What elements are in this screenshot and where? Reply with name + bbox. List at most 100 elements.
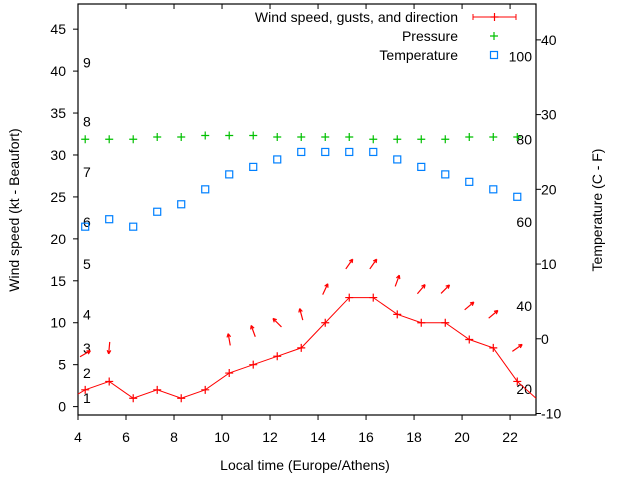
plot-frame xyxy=(77,3,537,416)
wind-speed-point xyxy=(369,293,378,302)
temperature-point xyxy=(441,170,450,179)
fahrenheit-label: 80 xyxy=(516,131,532,147)
y-tick-label: 0 xyxy=(58,399,66,415)
x-tick-label: 4 xyxy=(74,429,82,445)
beaufort-label: 2 xyxy=(83,365,91,381)
wind-speed-point xyxy=(297,343,306,352)
beaufort-label: 5 xyxy=(83,256,91,272)
x-tick-label: 12 xyxy=(262,429,278,445)
temperature-point xyxy=(393,155,402,164)
legend-label-pressure: Pressure xyxy=(402,28,458,44)
pressure-point xyxy=(393,135,402,144)
pressure-point xyxy=(345,133,354,142)
temperature-point xyxy=(105,215,114,224)
pressure-point xyxy=(249,131,258,140)
y-tick-label: 5 xyxy=(58,357,66,373)
y-tick-label: 35 xyxy=(50,105,66,121)
legend-label-temperature: Temperature xyxy=(379,47,458,63)
temperature-point xyxy=(417,162,426,172)
pressure-point xyxy=(417,135,426,144)
temperature-point xyxy=(513,192,522,201)
x-axis-label: Local time (Europe/Athens) xyxy=(220,457,390,473)
x-tick-label: 6 xyxy=(122,429,130,445)
temperature-point xyxy=(321,147,330,157)
legend-wind-point xyxy=(490,13,499,21)
y-tick-label: 10 xyxy=(50,315,66,331)
pressure-point xyxy=(153,133,162,142)
legend-temperature-sample xyxy=(489,50,499,60)
x-tick-label: 18 xyxy=(406,429,422,445)
wind-speed-point xyxy=(105,377,114,386)
temperature-point xyxy=(177,200,186,209)
wind-speed-point xyxy=(273,352,282,361)
wind-direction-arrow xyxy=(440,284,451,294)
beaufort-label: 3 xyxy=(83,340,91,356)
wind-speed-point xyxy=(489,343,498,352)
pressure-point xyxy=(201,131,210,140)
y2-axis-label: Temperature (C - F) xyxy=(589,149,605,272)
y-tick-label: 25 xyxy=(50,189,66,205)
wind-direction-arrow xyxy=(345,258,354,270)
y-tick-label: 40 xyxy=(50,63,66,79)
temperature-point xyxy=(81,222,90,231)
y2-tick-label: 0 xyxy=(541,331,549,347)
y2-tick-label: 40 xyxy=(541,32,557,48)
wind-speed-point xyxy=(345,293,354,302)
beaufort-label: 1 xyxy=(83,390,91,406)
pressure-point xyxy=(129,135,138,144)
pressure-point xyxy=(441,135,450,144)
wind-direction-arrow xyxy=(272,317,282,328)
wind-speed-point xyxy=(153,385,162,394)
temperature-point xyxy=(345,147,354,157)
wind-speed-point xyxy=(225,369,234,378)
temperature-point xyxy=(273,155,282,164)
legend-label-wind: Wind speed, gusts, and direction xyxy=(255,9,458,25)
y-tick-label: 15 xyxy=(50,273,66,289)
wind-speed-point xyxy=(321,318,330,327)
pressure-point xyxy=(297,133,306,142)
beaufort-label: 6 xyxy=(83,214,91,230)
temperature-point xyxy=(297,147,306,157)
pressure-point xyxy=(489,133,498,142)
temperature-point xyxy=(225,170,234,179)
wind-speed-point xyxy=(201,385,210,394)
wind-direction-arrow xyxy=(464,301,475,311)
wind-direction-arrow xyxy=(226,333,232,346)
x-tick-label: 8 xyxy=(170,429,178,445)
y2-tick-label: 30 xyxy=(541,107,557,123)
wind-speed-line xyxy=(77,297,537,399)
y2-tick-label: 20 xyxy=(541,181,557,197)
wind-speed-point xyxy=(249,360,258,369)
wind-speed-point xyxy=(393,310,402,319)
wind-speed-point xyxy=(417,318,426,327)
temperature-point xyxy=(249,162,258,172)
pressure-point xyxy=(81,135,90,144)
temperature-point xyxy=(465,177,474,186)
temperature-point xyxy=(201,185,210,194)
wind-direction-arrow xyxy=(512,343,523,352)
x-tick-label: 10 xyxy=(214,429,230,445)
wind-speed-point xyxy=(177,394,186,403)
temperature-point xyxy=(129,222,138,231)
wind-direction-arrow xyxy=(79,350,91,358)
y-axis-label: Wind speed (kt - Beaufort) xyxy=(6,128,22,291)
wind-speed-point xyxy=(81,385,90,394)
temperature-point xyxy=(489,185,498,194)
pressure-point xyxy=(273,133,282,142)
wind-direction-arrow xyxy=(322,283,329,295)
temperature-point xyxy=(369,147,378,157)
x-tick-label: 14 xyxy=(310,429,326,445)
beaufort-label: 7 xyxy=(83,164,91,180)
wind-direction-arrow xyxy=(394,274,401,287)
beaufort-label: 9 xyxy=(83,55,91,71)
x-tick-label: 16 xyxy=(358,429,374,445)
temperature-point xyxy=(153,207,162,216)
y-tick-label: 20 xyxy=(50,231,66,247)
pressure-point xyxy=(321,133,330,142)
x-tick-label: 22 xyxy=(502,429,518,445)
wind-direction-arrow xyxy=(416,284,426,295)
wind-direction-arrow xyxy=(488,309,499,319)
pressure-point xyxy=(177,133,186,142)
